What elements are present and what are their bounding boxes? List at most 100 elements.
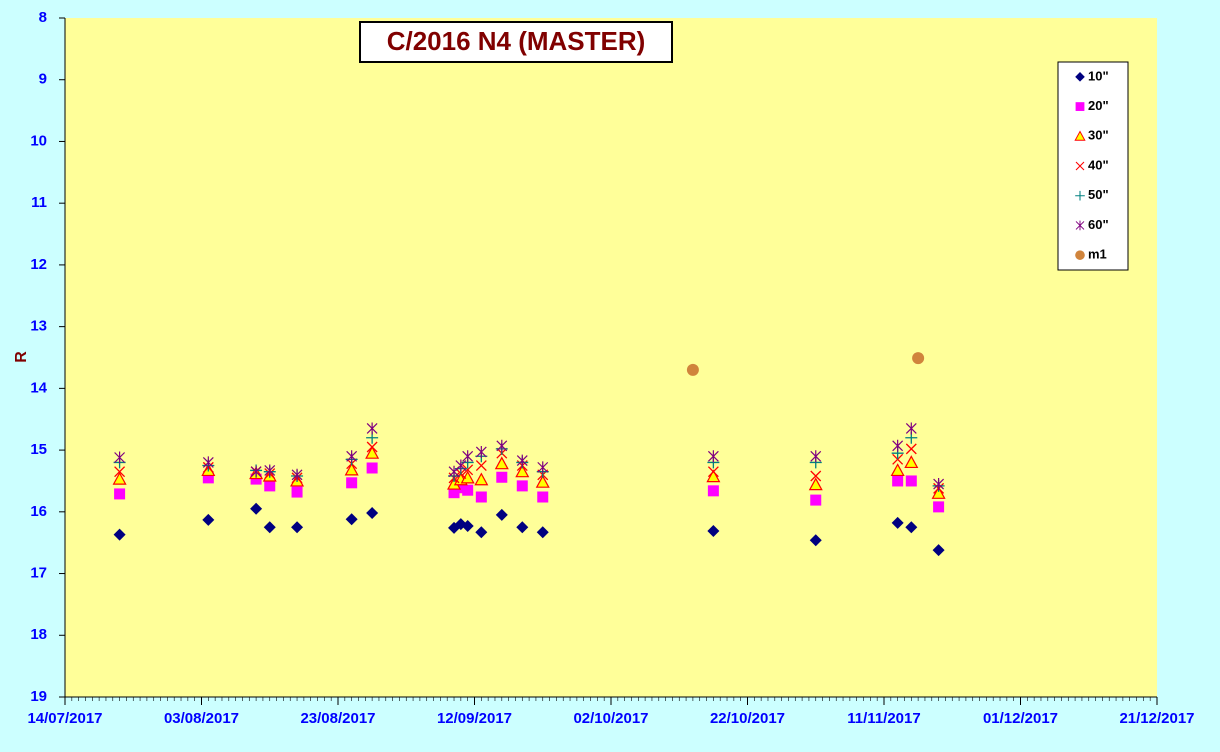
point (475, 460, 487, 471)
legend-label: 60" (1088, 217, 1109, 232)
point (112, 471, 127, 485)
point (810, 494, 822, 506)
point (892, 475, 904, 487)
point (291, 521, 304, 534)
point (1075, 102, 1085, 111)
y-tick-label: 15 (30, 441, 47, 458)
y-tick-label: 14 (30, 379, 47, 396)
point (707, 524, 720, 537)
point (365, 445, 380, 459)
x-tick-label: 03/08/2017 (164, 710, 239, 727)
point (366, 422, 378, 435)
y-tick-label: 18 (30, 626, 47, 643)
y-tick-label: 12 (30, 256, 47, 273)
point (475, 491, 487, 503)
y-tick-label: 13 (30, 318, 47, 335)
point (250, 465, 262, 478)
point (931, 486, 946, 499)
point (892, 439, 904, 452)
point (516, 454, 528, 467)
y-tick-label: 19 (30, 688, 47, 705)
point (496, 439, 508, 452)
y-tick-label: 11 (31, 194, 47, 211)
point (455, 482, 467, 494)
x-tick-label: 23/08/2017 (300, 710, 375, 727)
point (933, 501, 945, 513)
x-tick-label: 02/10/2017 (573, 710, 648, 727)
y-tick-label: 8 (39, 9, 47, 26)
point (535, 474, 550, 488)
point (809, 534, 822, 547)
point (114, 488, 126, 500)
point (346, 450, 358, 463)
point (291, 468, 303, 481)
y-tick-label: 10 (30, 132, 47, 149)
x-tick-label: 22/10/2017 (710, 710, 785, 727)
point (1075, 161, 1085, 171)
point (1074, 130, 1086, 141)
legend-label: m1 (1088, 247, 1107, 262)
point (1075, 220, 1085, 231)
point (462, 484, 474, 496)
point (113, 528, 126, 541)
point (904, 455, 919, 469)
point (892, 453, 904, 465)
x-tick-label: 11/11/2017 (847, 710, 920, 727)
y-tick-label: 17 (30, 565, 47, 582)
point (366, 462, 378, 474)
point (202, 513, 215, 526)
point (366, 507, 379, 520)
point (250, 502, 263, 515)
point (1075, 190, 1085, 201)
point (346, 477, 358, 489)
point (291, 486, 303, 498)
point (1075, 72, 1085, 82)
point (461, 520, 474, 533)
x-tick-label: 21/12/2017 (1119, 710, 1194, 727)
point (264, 480, 276, 492)
point (905, 521, 918, 534)
point (516, 521, 529, 534)
point (537, 491, 549, 503)
y-axis-label: R (13, 351, 30, 363)
point (537, 461, 549, 474)
point (536, 526, 549, 539)
point (344, 462, 359, 476)
x-tick-label: 12/09/2017 (437, 710, 512, 727)
point (462, 464, 474, 476)
point (114, 451, 126, 464)
point (202, 456, 214, 469)
point (912, 352, 925, 365)
point (686, 363, 699, 376)
point (475, 445, 487, 458)
y-tick-label: 9 (39, 71, 47, 88)
legend (1057, 61, 1129, 271)
point (264, 464, 276, 477)
point (494, 456, 509, 470)
point (495, 508, 508, 521)
point (202, 472, 214, 484)
point (932, 544, 945, 557)
point (905, 443, 917, 455)
title-box (359, 21, 673, 63)
point (366, 441, 378, 453)
point (810, 450, 822, 463)
legend-label: 20" (1088, 98, 1109, 113)
point (808, 477, 823, 491)
point (890, 463, 905, 477)
plot-area (65, 18, 1157, 697)
point (263, 521, 276, 534)
point (448, 487, 460, 499)
point (515, 464, 530, 478)
legend-label: 40" (1088, 157, 1109, 172)
point (475, 526, 488, 539)
point (707, 485, 719, 497)
point (455, 459, 467, 472)
point (706, 469, 721, 483)
y-tick-label: 16 (30, 503, 47, 520)
point (345, 513, 358, 526)
point (891, 516, 904, 529)
point (707, 466, 719, 478)
point (933, 478, 945, 491)
point (905, 422, 917, 435)
